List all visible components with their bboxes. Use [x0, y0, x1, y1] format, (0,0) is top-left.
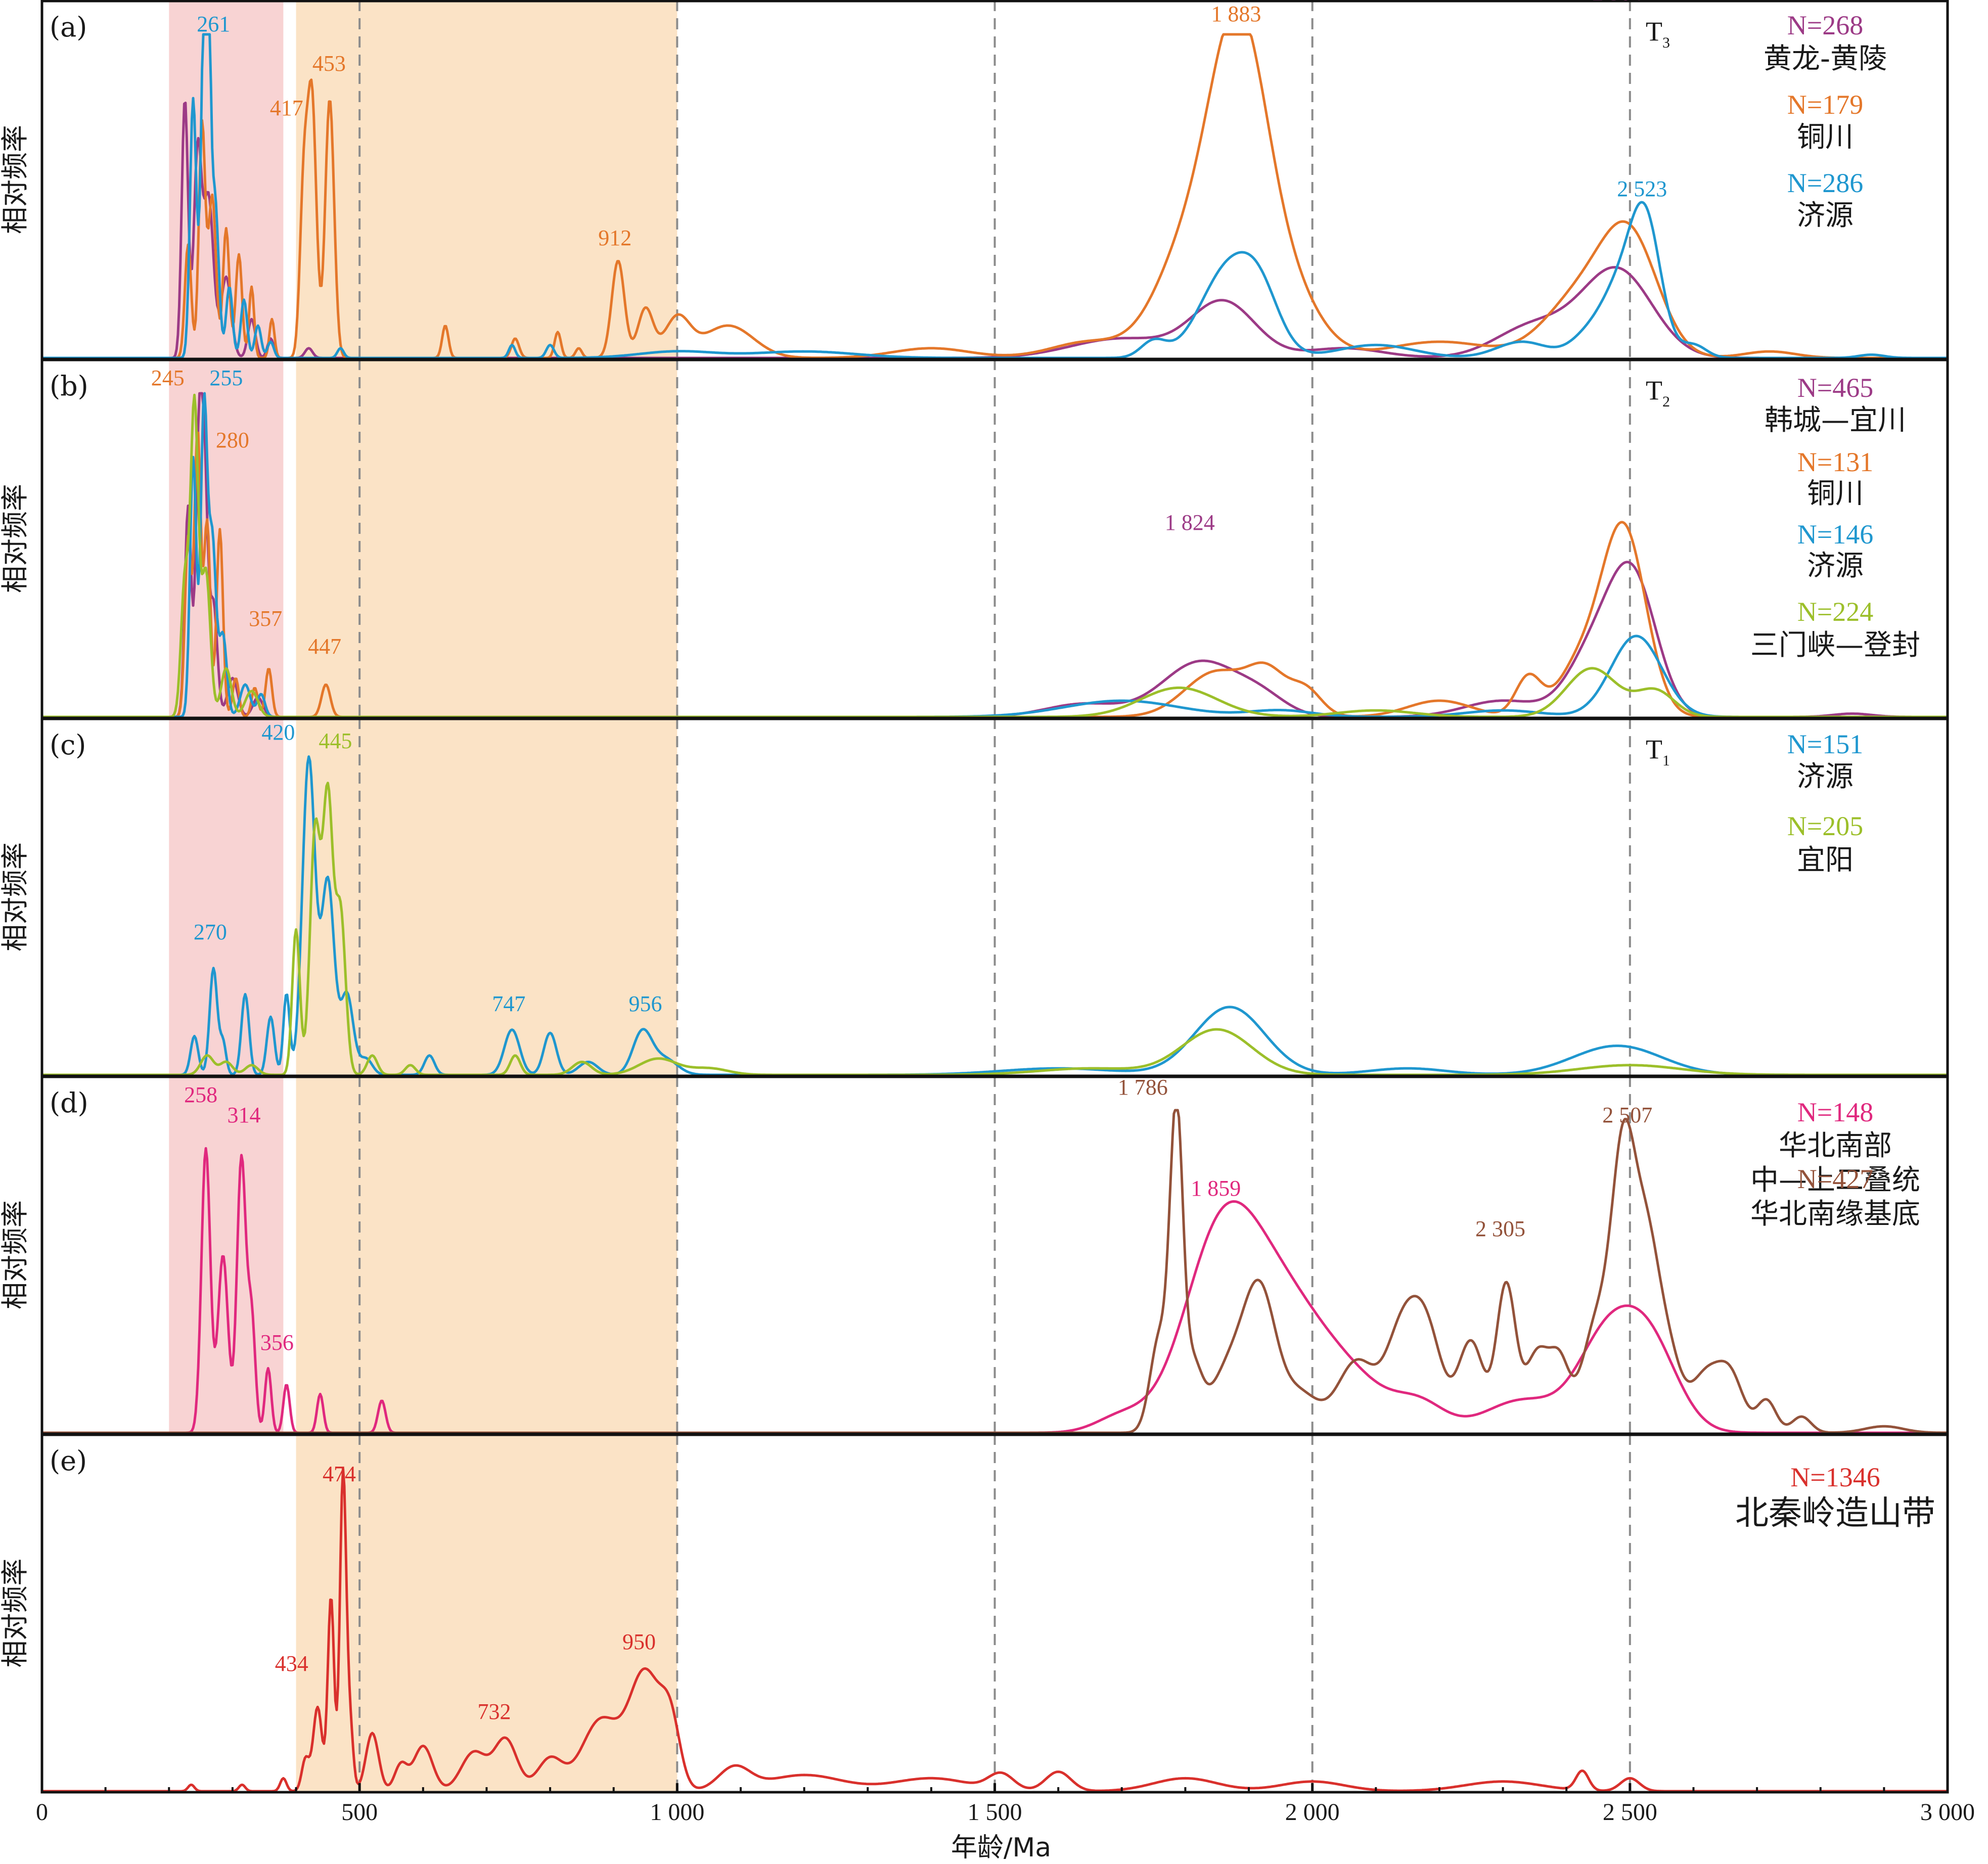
- y-axis-label: 相对频率: [0, 484, 31, 593]
- peak-label: 434: [275, 1651, 308, 1676]
- peak-label: 1 824: [1165, 510, 1215, 535]
- peak-label: 732: [478, 1699, 511, 1724]
- legend-name: 华北南缘基底: [1750, 1198, 1920, 1231]
- panel-b: 245 255 280 357 447 1 824 2 504 (b) T2 相对频率 N=465韩…: [0, 0, 1949, 719]
- x-tick-label: 2 500: [1603, 1799, 1657, 1826]
- legend-name: 铜川: [1797, 121, 1854, 154]
- panel-letter: (e): [50, 1445, 87, 1477]
- legend-n-count: N=427: [1797, 1164, 1873, 1194]
- panel-letter: (c): [50, 729, 86, 761]
- legend-name: 济源: [1797, 760, 1854, 793]
- legend-n-count: N=179: [1787, 89, 1863, 120]
- panel-letter: (b): [50, 370, 88, 402]
- peak-label: 255: [209, 366, 243, 390]
- peak-label: 245: [151, 366, 185, 390]
- peak-label: 2 504: [1592, 0, 1642, 5]
- legend-name: 济源: [1797, 199, 1854, 232]
- x-axis: 0 500 1 000 1 500 2 000 2 500 3 000 年龄/Ma: [36, 1783, 1975, 1863]
- x-axis-label: 年龄/Ma: [951, 1833, 1051, 1863]
- y-axis-label: 相对频率: [0, 125, 31, 234]
- pink-age-band: [169, 718, 284, 1076]
- legend-n-count: N=205: [1787, 811, 1863, 841]
- pink-age-band: [169, 1076, 284, 1434]
- y-axis-label: 相对频率: [0, 1200, 31, 1309]
- legend-n-count: N=268: [1787, 10, 1863, 40]
- tan-age-band: [296, 359, 677, 718]
- peak-label: 2 305: [1475, 1216, 1525, 1241]
- legend-name: 宜阳: [1797, 844, 1854, 877]
- x-tick-label: 3 000: [1920, 1799, 1975, 1826]
- panel-d: 258 314 356 1 786 1 859 2 305 2 507 (d) 相对频率 N=14…: [0, 1075, 1949, 1435]
- peak-label: 453: [312, 51, 346, 76]
- peak-label: 420: [261, 720, 295, 745]
- legend-n-count: N=148: [1797, 1097, 1873, 1127]
- peak-label: 445: [319, 729, 352, 753]
- y-axis-label: 相对频率: [0, 842, 31, 951]
- x-tick-label: 2 000: [1285, 1799, 1340, 1826]
- peak-label: 356: [260, 1330, 294, 1355]
- stratum-label: T2: [1646, 375, 1670, 410]
- peak-label: 950: [622, 1629, 656, 1654]
- x-tick-label: 1 000: [650, 1799, 704, 1826]
- peak-label: 474: [323, 1462, 356, 1486]
- legend-name: 华北南部: [1779, 1129, 1892, 1162]
- panel-letter: (a): [50, 11, 87, 43]
- y-axis-label: 相对频率: [0, 1559, 31, 1668]
- legend-name: 济源: [1807, 550, 1864, 582]
- legend-n-count: N=151: [1787, 729, 1863, 759]
- x-tick-label: 500: [341, 1799, 378, 1826]
- peak-label: 1 786: [1118, 1075, 1168, 1100]
- legend-name: 铜川: [1807, 477, 1864, 510]
- peak-label: 417: [270, 96, 303, 120]
- tan-age-band: [296, 0, 677, 359]
- x-tick-label: 1 500: [968, 1799, 1022, 1826]
- peak-label: 314: [228, 1103, 261, 1127]
- peak-label: 447: [308, 634, 341, 659]
- legend-name: 北秦岭造山带: [1735, 1493, 1935, 1532]
- legend-n-count: N=146: [1797, 519, 1873, 550]
- legend-name: 中—上二叠统: [1750, 1164, 1920, 1197]
- legend-name: 三门峡—登封: [1750, 629, 1920, 662]
- legend-name: 韩城—宜川: [1765, 404, 1906, 437]
- peak-label: 1 883: [1211, 2, 1261, 26]
- panel-a: 261 417 453 912 1 883 2 523 (a) T3 相对频率 N=268黄龙-黄…: [0, 0, 1949, 360]
- peak-label: 261: [197, 12, 230, 36]
- peak-label: 2 507: [1602, 1103, 1652, 1127]
- legend-n-count: N=1346: [1790, 1462, 1880, 1492]
- stratum-label: T3: [1646, 16, 1670, 51]
- peak-label: 258: [184, 1082, 217, 1107]
- peak-label: 357: [249, 606, 282, 631]
- legend-name: 黄龙-黄陵: [1764, 42, 1887, 75]
- series-line-green: [42, 782, 1948, 1076]
- legend-n-count: N=131: [1797, 447, 1873, 477]
- peak-label: 747: [492, 991, 525, 1016]
- peak-label: 2 523: [1617, 176, 1667, 201]
- legend-n-count: N=465: [1797, 373, 1873, 403]
- peak-label: 956: [629, 991, 662, 1016]
- series-line-blue: [42, 755, 1948, 1076]
- peak-label: 270: [194, 920, 227, 944]
- peak-label: 280: [216, 428, 249, 452]
- panel-letter: (d): [50, 1087, 88, 1119]
- stratum-label: T1: [1646, 734, 1670, 769]
- legend-n-count: N=286: [1787, 168, 1863, 198]
- peak-label: 912: [598, 225, 631, 250]
- x-tick-label: 0: [36, 1799, 48, 1826]
- series-line-red: [42, 1467, 1948, 1793]
- tan-age-band: [296, 1076, 677, 1434]
- legend-n-count: N=224: [1797, 597, 1873, 627]
- peak-label: 1 859: [1191, 1176, 1241, 1201]
